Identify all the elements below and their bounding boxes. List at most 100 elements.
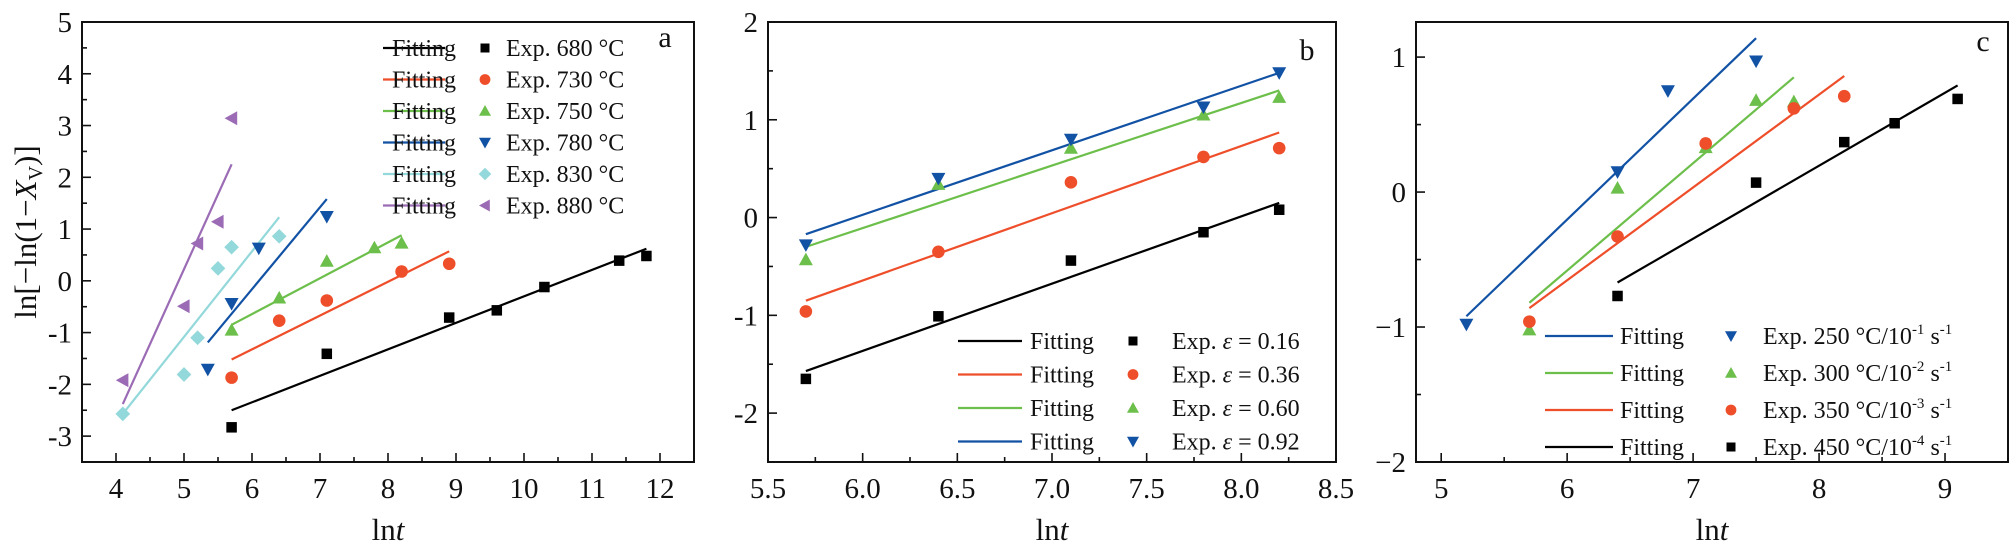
data-point-0-3 (1198, 226, 1209, 238)
data-point-3-1 (1750, 177, 1762, 188)
legend-marker (1127, 369, 1139, 380)
legend-item: Fitting Exp. ε = 0.60 (958, 396, 1300, 422)
legend-marker (1725, 404, 1737, 416)
legend-series-name: Exp. 730 °C (506, 68, 624, 94)
data-point-1-3 (1197, 150, 1210, 164)
panel-letter: b (1300, 34, 1315, 67)
x-axis-label: lnt (372, 512, 406, 547)
legend-fit-label: Fitting (1620, 398, 1684, 424)
data-point-1-4 (442, 257, 456, 271)
x-tick-label: 6.5 (939, 473, 975, 505)
legend-item: Fitting Exp. 780 °C (383, 131, 624, 157)
legend-marker (1128, 336, 1138, 346)
y-tick-label: 2 (58, 162, 73, 194)
data-point-3-3 (1889, 117, 1900, 129)
data-point-1-4 (1272, 141, 1286, 155)
fit-line-1 (231, 250, 450, 361)
fit-line-3 (1616, 84, 1959, 284)
data-point-0-0 (1459, 318, 1474, 332)
data-point-2-1 (272, 290, 287, 304)
panel-b: 5.5 6.0 6.5 7.0 7.5 8.0 8.5 2 1 0 -1 -2 lnt b Fitting E… (734, 7, 1354, 547)
data-point-0-4 (1273, 204, 1285, 215)
data-point-2-0 (798, 252, 813, 266)
panel-a: 4 5 6 7 8 9 10 11 12543210-1-2-3lntln[−ln(1−XV)]… (8, 7, 695, 547)
data-point-0-0 (800, 373, 812, 385)
legend-item: Fitting Exp. 750 °C (383, 99, 624, 125)
legend-fit-label: Fitting (1030, 363, 1094, 389)
data-point-4-4 (224, 239, 239, 255)
x-axis-label: lnt (1036, 512, 1070, 547)
data-point-3-2 (251, 242, 266, 256)
data-point-0-1 (1610, 166, 1625, 179)
data-point-1-0 (799, 305, 813, 318)
data-point-0-3 (491, 305, 503, 316)
legend-series-name: Exp. 780 °C (506, 131, 624, 157)
data-point-0-6 (641, 250, 652, 262)
fit-line-3 (805, 71, 1280, 236)
data-point-2-1 (1611, 230, 1624, 243)
x-tick-label: 11 (578, 473, 606, 505)
y-tick-label: -2 (734, 398, 758, 430)
data-point-3-2 (1063, 133, 1078, 147)
data-point-0-2 (443, 312, 455, 323)
legend-series-name: Exp. 750 °C (506, 99, 624, 125)
legend-series-name: Exp. ε = 0.36 (1172, 363, 1300, 389)
legend: Fitting Exp. ε = 0.16 Fitting Exp. ε = 0.36… (958, 329, 1300, 456)
data-point-2-4 (394, 236, 409, 249)
legend-marker (1127, 402, 1139, 413)
legend-fit-label: Fitting (1620, 435, 1684, 461)
legend-marker (1725, 367, 1737, 378)
data-point-2-3 (1196, 107, 1211, 121)
x-tick-label: 6.0 (845, 473, 881, 505)
x-tick-label: 10 (510, 473, 539, 505)
legend-series-name: Exp. 450 °C/10-4 s-1 (1763, 433, 1952, 461)
data-point-2-3 (367, 240, 382, 254)
data-point-1-1 (1610, 181, 1625, 194)
data-point-5-1 (177, 299, 190, 314)
data-point-3-0 (798, 239, 813, 252)
x-tick-label: 7 (1686, 473, 1701, 505)
x-tick-label: 4 (109, 473, 124, 505)
x-tick-label: 7.0 (1034, 473, 1070, 505)
legend-fit-label: Fitting (1030, 430, 1094, 456)
fit-line-2 (1528, 75, 1845, 310)
fit-line-0 (1465, 37, 1757, 318)
fit-line-3 (206, 198, 328, 344)
legend-item: Fitting Exp. 830 °C (383, 162, 624, 188)
legend-item: Fitting Exp. 880 °C (383, 194, 624, 220)
y-tick-label: −2 (1375, 447, 1406, 479)
legend-marker (478, 167, 492, 181)
y-axis-label: ln[−ln(1−XV)] (8, 145, 47, 318)
x-tick-label: 12 (646, 473, 675, 505)
x-tick-label: 8.5 (1318, 473, 1354, 505)
data-point-5-3 (211, 214, 224, 229)
data-point-0-0 (226, 422, 237, 433)
legend-series-name: Exp. 250 °C/10-1 s-1 (1763, 322, 1952, 350)
y-tick-label: −1 (1375, 312, 1406, 344)
legend-fit-label: Fitting (1620, 361, 1684, 387)
data-point-3-0 (200, 363, 215, 377)
x-tick-label: 8 (1812, 473, 1827, 505)
legend-series-name: Exp. ε = 0.16 (1172, 329, 1300, 355)
fit-line-2 (805, 89, 1280, 248)
data-point-1-0 (1522, 322, 1537, 336)
legend-fit-label: Fitting (392, 68, 456, 94)
y-tick-label: 1 (58, 214, 73, 246)
data-point-3-4 (1952, 93, 1963, 105)
data-point-3-3 (1196, 101, 1211, 115)
legend-marker (479, 137, 491, 149)
data-point-0-2 (1065, 255, 1077, 266)
x-tick-label: 6 (1560, 473, 1575, 505)
y-tick-label: 1 (1392, 42, 1407, 74)
data-point-5-0 (115, 373, 129, 388)
data-point-3-2 (1839, 136, 1850, 148)
x-tick-label: 5 (177, 473, 192, 505)
data-point-3-0 (1612, 290, 1623, 302)
legend-fit-label: Fitting (1620, 324, 1684, 350)
legend-series-name: Exp. 680 °C (506, 36, 624, 62)
y-tick-label: 5 (58, 7, 73, 39)
legend-series-name: Exp. 880 °C (506, 194, 624, 220)
data-point-4-0 (115, 406, 131, 422)
